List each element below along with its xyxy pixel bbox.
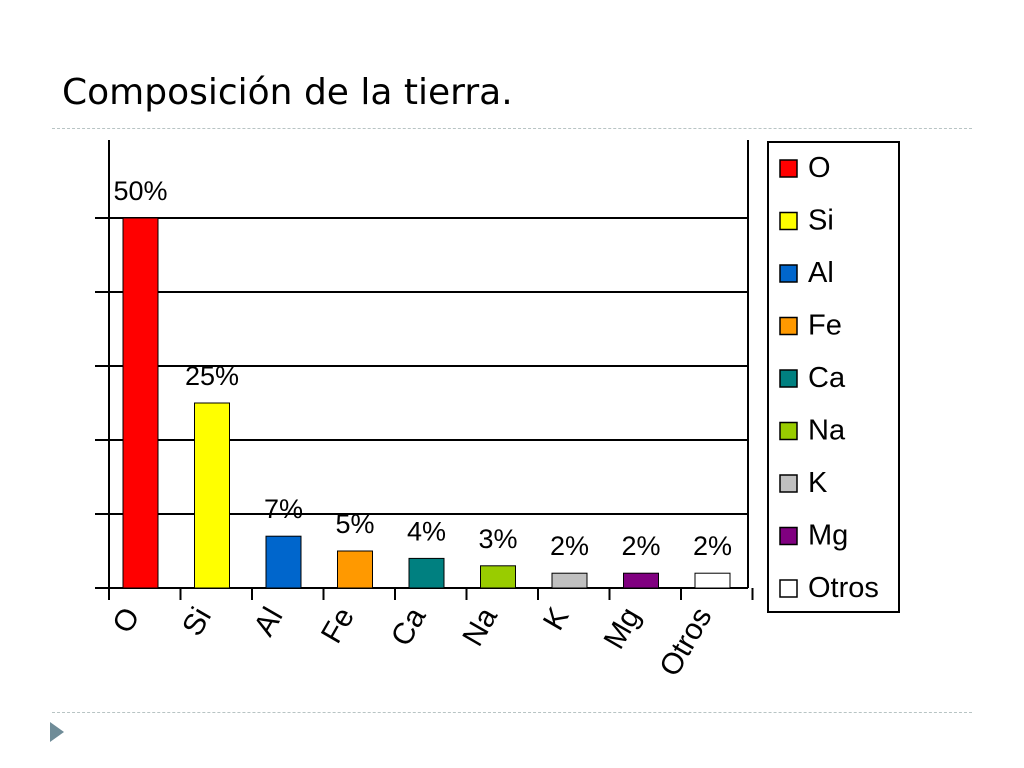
data-label: 7% [264, 494, 303, 524]
legend-swatch [779, 264, 798, 283]
bar-fe [337, 550, 373, 589]
legend-label: Mg [808, 520, 848, 552]
legend-label: Otros [808, 572, 879, 604]
bar-mg [623, 572, 659, 589]
data-label: 3% [478, 524, 517, 554]
legend-swatch [779, 369, 798, 388]
bar-ca [408, 557, 445, 589]
data-label: 2% [621, 531, 660, 561]
legend-swatch [779, 474, 798, 493]
data-label: 25% [185, 361, 239, 391]
data-label: 4% [407, 516, 446, 546]
data-label: 2% [550, 531, 589, 561]
legend-label: K [808, 467, 828, 499]
legend-label: O [808, 152, 831, 184]
bar-otros [694, 572, 731, 589]
legend-label: Al [808, 257, 834, 289]
legend-swatch [779, 316, 798, 336]
legend-label: Na [808, 415, 846, 447]
data-label: 5% [335, 509, 374, 539]
legend-label: Si [808, 205, 834, 237]
slide-title: Composición de la tierra. [62, 72, 513, 113]
legend-label: Fe [808, 310, 842, 342]
footer-divider [52, 712, 972, 713]
legend-swatch [779, 421, 798, 441]
bar-o [122, 217, 159, 589]
bar-k [551, 572, 588, 589]
bar-si [194, 402, 230, 589]
legend-swatch [779, 579, 798, 598]
bar-na [480, 565, 516, 589]
data-label: 50% [113, 176, 167, 206]
bar-al [265, 535, 302, 589]
triangle-right-icon[interactable] [50, 722, 64, 742]
legend-swatch [779, 211, 798, 231]
data-label: 2% [693, 531, 732, 561]
legend-label: Ca [808, 362, 846, 394]
legend-swatch [779, 159, 798, 178]
title-divider [52, 128, 972, 129]
legend-swatch [779, 526, 798, 546]
